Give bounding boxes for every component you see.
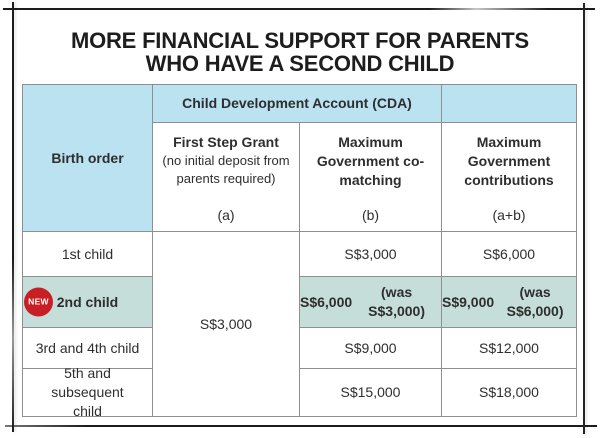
group-header-label: Child Development Account (CDA): [182, 95, 412, 111]
group-header-cda: Child Development Account (CDA): [153, 85, 442, 123]
cell-contributions-1st: S$6,000: [442, 232, 576, 277]
header-title: Maximum Government co-matching: [316, 134, 425, 188]
column-header-co-matching: Maximum Government co-matching (b): [300, 123, 442, 232]
frame-border-left: [12, 2, 14, 432]
value-was-text: (was S$6,000): [506, 284, 564, 319]
row-label-5th-subsequent-child: 5th and subsequent child: [23, 365, 153, 419]
cell-contributions-3rd-4th: S$12,000: [442, 328, 576, 369]
row-label-text: 1st child: [61, 245, 114, 262]
value-text: S$15,000: [340, 384, 401, 400]
corner-header-birth-order: Birth order: [23, 85, 153, 232]
value-text: S$3,000: [344, 245, 397, 262]
value-text: S$18,000: [479, 384, 539, 400]
corner-header-label: Birth order: [51, 149, 124, 166]
cell-co-matching-3rd-4th: S$9,000: [300, 328, 442, 369]
frame-border-top: [3, 8, 595, 10]
page-title: MORE FINANCIAL SUPPORT FOR PARENTS WHO H…: [0, 29, 600, 75]
header-title: First Step Grant: [173, 134, 279, 150]
header-text-block: First Step Grant (no initial deposit fro…: [155, 133, 297, 190]
cell-contributions-2nd: S$9,000 (was S$6,000): [442, 277, 576, 328]
value-was-text: (was S$3,000): [368, 284, 425, 319]
row-label-2nd-child: NEW 2nd child: [23, 277, 153, 328]
support-table: Birth order Child Development Account (C…: [22, 84, 577, 419]
column-header-first-step-grant: First Step Grant (no initial deposit fro…: [153, 123, 300, 232]
value-text: S$12,000: [479, 339, 539, 356]
frame-border-bottom: [5, 425, 597, 427]
grant-value-label: S$3,000: [199, 315, 253, 332]
title-line-2: WHO HAVE A SECOND CHILD: [145, 50, 455, 76]
header-code-b: (b): [361, 207, 380, 223]
header-title: Maximum Government contributions: [464, 134, 554, 188]
header-spacer-cell: [442, 85, 576, 123]
value-text: S$9,000: [344, 339, 397, 356]
cell-co-matching-5th: S$15,000: [300, 369, 442, 416]
value-text: S$9,000: [442, 293, 495, 310]
new-badge: NEW: [24, 287, 53, 317]
header-text-block: Maximum Government co-matching: [302, 133, 439, 190]
frame-border-right: [583, 3, 585, 434]
value-text: S$6,000: [300, 293, 353, 310]
title-line-1: MORE FINANCIAL SUPPORT FOR PARENTS: [70, 27, 530, 53]
value-text: S$6,000: [482, 245, 536, 262]
cell-co-matching-2nd: S$6,000 (was S$3,000): [300, 277, 442, 328]
row-label-text: 2nd child: [56, 293, 119, 310]
column-header-contributions: Maximum Government contributions (a+b): [442, 123, 576, 232]
row-label-text: 3rd and 4th child: [35, 339, 140, 356]
header-code-ab: (a+b): [492, 207, 526, 223]
cell-contributions-5th: S$18,000: [442, 369, 576, 416]
cell-first-step-grant-value: S$3,000: [153, 232, 300, 416]
row-label-text: 5th and subsequent child: [51, 365, 124, 419]
header-subtitle: (no initial deposit from parents require…: [162, 153, 290, 186]
row-label-3rd-4th-child: 3rd and 4th child: [23, 328, 153, 369]
header-code-a: (a): [217, 207, 235, 223]
cell-co-matching-1st: S$3,000: [300, 232, 442, 277]
header-text-block: Maximum Government contributions: [444, 133, 574, 190]
row-label-1st-child: 1st child: [23, 232, 153, 277]
